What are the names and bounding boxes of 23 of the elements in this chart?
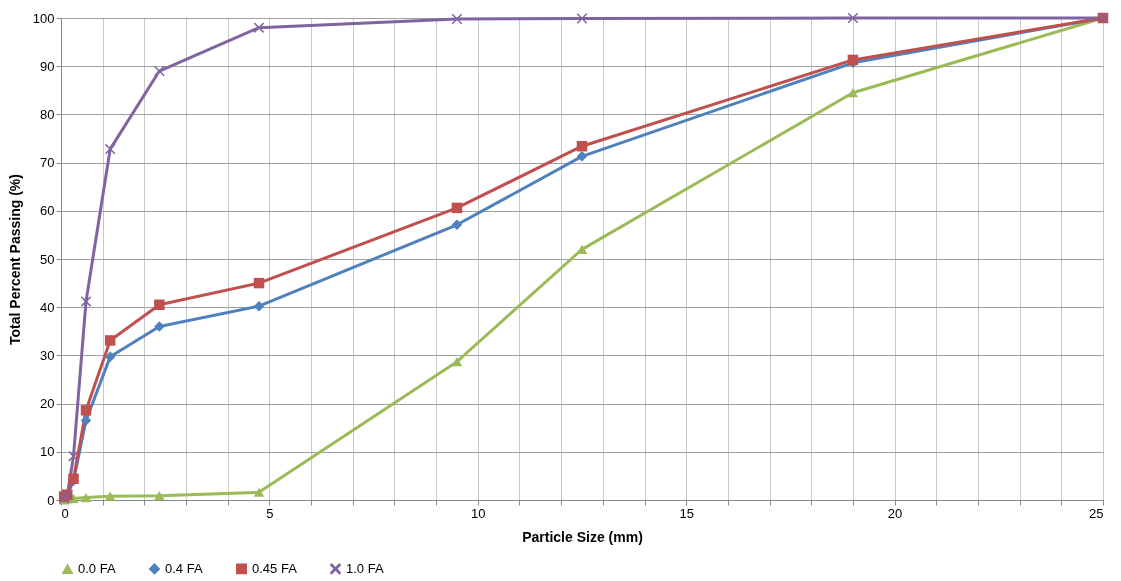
x-tick-label: 0	[61, 505, 69, 521]
y-tick-label: 50	[40, 251, 55, 267]
x-tick-label: 5	[266, 505, 274, 521]
y-tick-label: 40	[40, 299, 55, 315]
y-tick-label: 30	[40, 347, 55, 363]
x-tick-label: 25	[1089, 505, 1104, 521]
x-axis-title: Particle Size (mm)	[522, 528, 643, 545]
legend-label: 1.0 FA	[346, 560, 384, 576]
legend-label: 0.4 FA	[165, 560, 203, 576]
legend-label: 0.45 FA	[252, 560, 298, 576]
y-tick-label: 60	[40, 203, 55, 219]
y-tick-label: 80	[40, 106, 55, 122]
y-tick-label: 0	[47, 492, 55, 508]
y-tick-label: 100	[32, 10, 55, 26]
x-tick-label: 20	[887, 505, 903, 521]
x-tick-label: 15	[679, 505, 694, 521]
y-axis-title: Total Percent Passing (%)	[6, 174, 23, 345]
legend-label: 0.0 FA	[78, 561, 116, 577]
y-tick-label: 90	[40, 58, 55, 74]
x-tick-label: 10	[471, 505, 486, 521]
y-tick-label: 10	[40, 444, 55, 460]
y-tick-label: 20	[40, 396, 55, 412]
y-tick-label: 70	[40, 155, 55, 171]
